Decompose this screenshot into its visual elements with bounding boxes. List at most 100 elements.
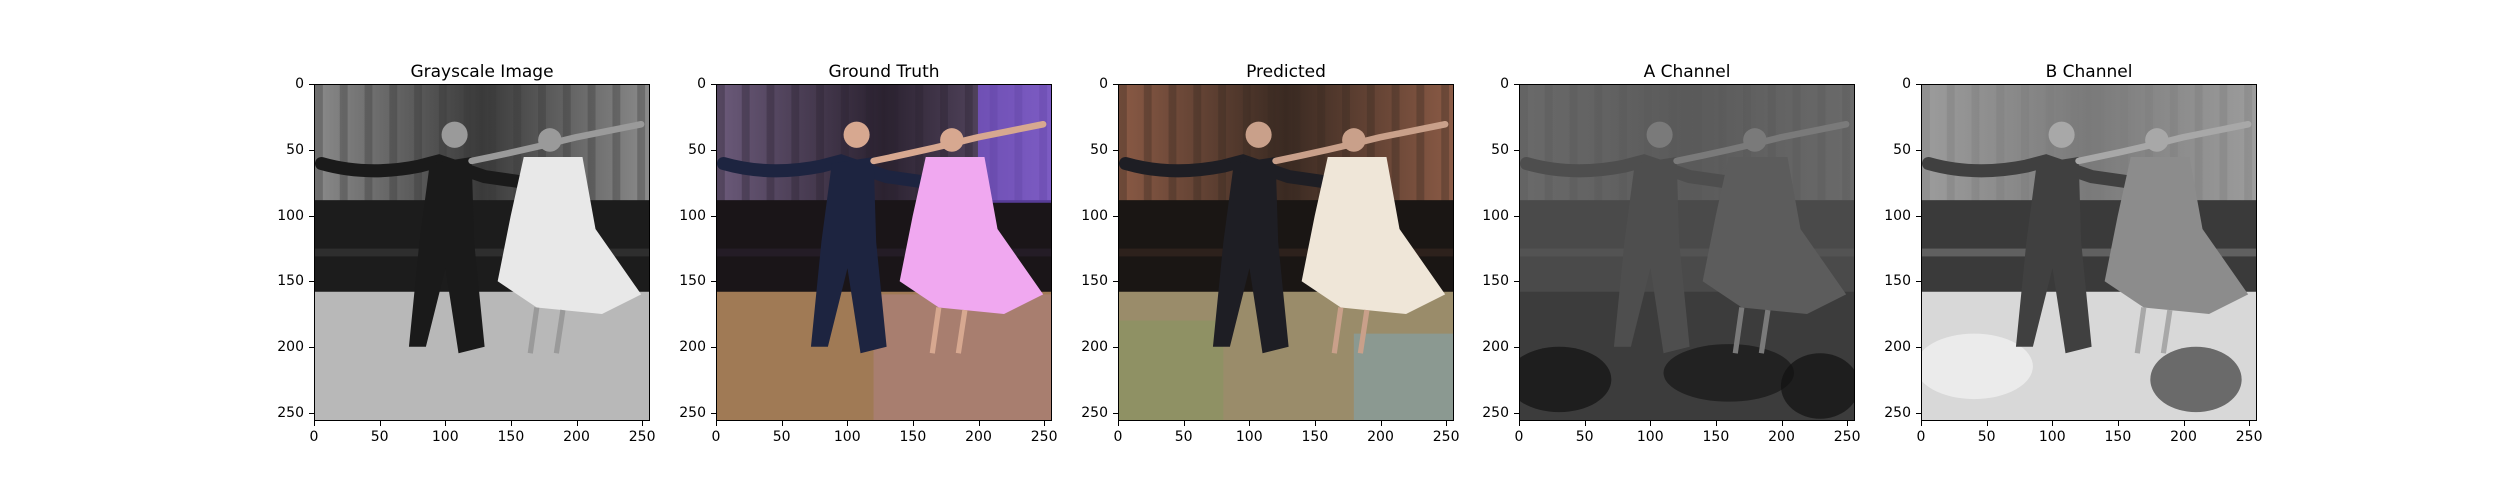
x-tick-label: 150 [1301,429,1329,445]
x-tick-label: 150 [2104,429,2132,445]
y-tick-label: 200 [1081,339,1108,356]
x-tick-label: 100 [2038,429,2066,445]
x-tick-label: 50 [1977,429,1996,445]
x-tick-mark [1584,421,1586,426]
y-tick-label: 150 [679,273,706,290]
y-tick-mark [1514,215,1519,217]
y-tick-mark [1113,84,1118,85]
x-tick-mark [716,421,717,426]
image-panel [1921,84,2257,421]
y-tick-mark [1514,281,1519,283]
y-tick-label: 50 [286,141,304,158]
photo-achan [1520,85,1854,420]
y-tick-label: 100 [1081,207,1108,224]
x-tick-mark [1781,421,1783,426]
x-tick-mark [781,421,783,426]
y-tick-label: 200 [679,339,706,356]
y-tick-mark [1916,215,1921,217]
y-tick-mark [1514,347,1519,349]
x-tick-label: 0 [309,429,319,445]
x-tick-label: 50 [370,429,389,445]
y-tick-mark [309,347,314,349]
y-tick-label: 0 [697,76,706,92]
x-tick-mark [1380,421,1382,426]
x-tick-label: 0 [1514,429,1524,445]
x-tick-label: 250 [1432,429,1460,445]
x-tick-mark [1118,421,1119,426]
y-tick-label: 150 [1884,273,1911,290]
y-tick-mark [711,149,716,151]
panel-title: Ground Truth [828,62,940,82]
y-tick-mark [1113,149,1118,151]
y-tick-label: 50 [1090,141,1108,158]
x-tick-label: 150 [899,429,927,445]
y-tick-mark [1916,413,1921,415]
x-tick-mark [510,421,512,426]
y-tick-mark [1916,281,1921,283]
x-tick-mark [1847,421,1849,426]
y-tick-mark [711,347,716,349]
y-tick-label: 150 [1081,273,1108,290]
y-tick-label: 50 [688,141,706,158]
y-tick-label: 0 [1099,76,1108,92]
y-tick-label: 250 [1081,405,1108,422]
x-tick-label: 0 [711,429,721,445]
x-tick-mark [1446,421,1448,426]
y-tick-mark [309,413,314,415]
y-tick-label: 200 [277,339,304,356]
x-tick-label: 100 [1636,429,1664,445]
y-tick-label: 250 [1482,405,1509,422]
x-tick-label: 50 [1174,429,1193,445]
y-tick-mark [309,281,314,283]
x-tick-mark [1314,421,1316,426]
x-tick-mark [2052,421,2054,426]
x-tick-label: 50 [1575,429,1594,445]
y-tick-label: 100 [1884,207,1911,224]
x-tick-mark [2117,421,2119,426]
y-tick-mark [309,149,314,151]
y-tick-label: 0 [1902,76,1911,92]
y-tick-mark [1916,84,1921,85]
photo-truth [717,85,1051,420]
y-tick-mark [1916,149,1921,151]
y-tick-label: 100 [679,207,706,224]
x-tick-mark [642,421,644,426]
panel-title: Predicted [1246,62,1326,82]
x-tick-mark [1986,421,1988,426]
x-tick-label: 0 [1916,429,1926,445]
y-tick-label: 100 [277,207,304,224]
y-tick-mark [711,84,716,85]
image-panel [1519,84,1855,421]
x-tick-label: 250 [2235,429,2263,445]
x-tick-label: 0 [1113,429,1123,445]
x-tick-mark [1044,421,1046,426]
y-tick-mark [309,84,314,85]
x-tick-label: 200 [2170,429,2197,445]
x-tick-label: 50 [772,429,791,445]
y-tick-label: 250 [679,405,706,422]
x-tick-mark [912,421,914,426]
y-tick-label: 50 [1491,141,1509,158]
x-tick-mark [1921,421,1922,426]
x-tick-label: 150 [1702,429,1730,445]
y-tick-label: 250 [1884,405,1911,422]
y-tick-label: 0 [1500,76,1509,92]
y-tick-label: 50 [1893,141,1911,158]
x-tick-mark [1249,421,1251,426]
x-tick-mark [978,421,980,426]
photo-bchan [1922,85,2256,420]
x-tick-label: 250 [1030,429,1058,445]
y-tick-label: 150 [1482,273,1509,290]
y-tick-label: 200 [1884,339,1911,356]
y-tick-mark [1113,215,1118,217]
y-tick-mark [711,215,716,217]
x-tick-label: 250 [628,429,656,445]
y-tick-label: 150 [277,273,304,290]
x-tick-label: 200 [965,429,992,445]
x-tick-mark [1650,421,1652,426]
x-tick-label: 250 [1833,429,1861,445]
x-tick-label: 100 [833,429,861,445]
x-tick-mark [576,421,578,426]
x-tick-mark [1183,421,1185,426]
y-tick-mark [1916,347,1921,349]
